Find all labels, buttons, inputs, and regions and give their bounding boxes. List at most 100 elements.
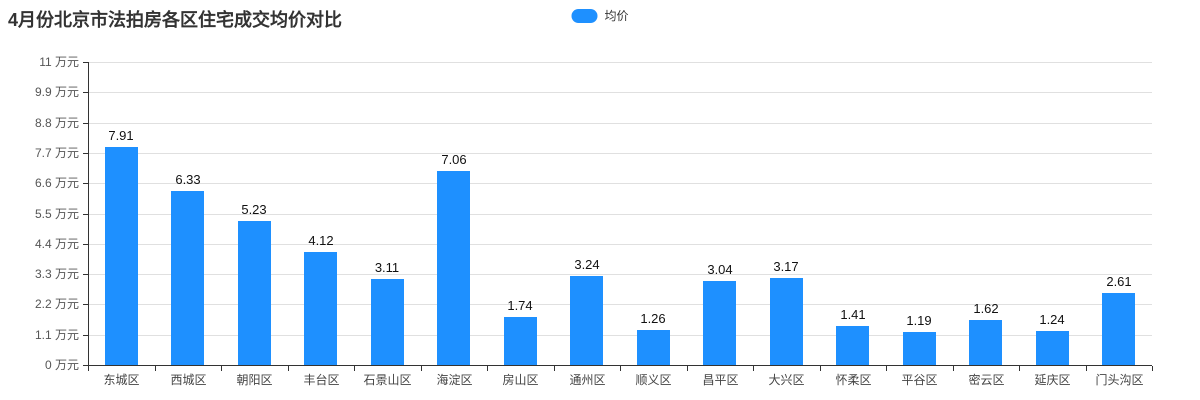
y-axis-tick <box>83 244 88 245</box>
bar[interactable] <box>637 330 670 365</box>
gridline <box>88 335 1152 336</box>
legend-item[interactable]: 均价 <box>571 7 629 24</box>
x-axis-tick <box>554 366 555 371</box>
gridline <box>88 274 1152 275</box>
y-axis-label: 2.2 万元 <box>34 297 79 311</box>
x-axis-tick <box>487 366 488 371</box>
bar[interactable] <box>304 252 337 365</box>
x-axis-label: 海淀区 <box>436 373 473 387</box>
y-axis-label: 11 万元 <box>39 55 79 69</box>
x-axis-line <box>88 365 1152 366</box>
x-axis-tick <box>886 366 887 371</box>
y-axis-tick <box>83 92 88 93</box>
gridline <box>88 214 1152 215</box>
bar[interactable] <box>836 326 869 365</box>
gridline <box>88 304 1152 305</box>
x-axis-tick <box>753 366 754 371</box>
bar-value-label: 3.17 <box>773 259 799 274</box>
bar-value-label: 4.12 <box>308 233 334 248</box>
x-axis-label: 朝阳区 <box>236 373 273 387</box>
y-axis-line <box>88 62 89 366</box>
y-axis-label: 7.7 万元 <box>34 146 79 160</box>
legend-label: 均价 <box>604 9 629 23</box>
x-axis-label: 顺义区 <box>635 373 672 387</box>
chart-title: 4月份北京市法拍房各区住宅成交均价对比 <box>8 10 343 30</box>
bar[interactable] <box>1036 331 1069 365</box>
gridline <box>88 244 1152 245</box>
gridline <box>88 92 1152 93</box>
gridline <box>88 62 1152 63</box>
gridline <box>88 123 1152 124</box>
y-axis-label: 9.9 万元 <box>34 85 79 99</box>
bar[interactable] <box>770 278 803 365</box>
bar[interactable] <box>703 281 736 365</box>
x-axis-tick <box>820 366 821 371</box>
x-axis-tick <box>421 366 422 371</box>
bar[interactable] <box>570 276 603 365</box>
x-axis-label: 石景山区 <box>363 373 412 387</box>
bar-value-label: 3.24 <box>574 257 600 272</box>
x-axis-tick <box>620 366 621 371</box>
x-axis-label: 丰台区 <box>303 373 340 387</box>
x-axis-tick <box>88 366 89 371</box>
x-axis-label: 通州区 <box>569 373 606 387</box>
bar-value-label: 1.74 <box>507 298 533 313</box>
bar[interactable] <box>437 171 470 365</box>
bar-value-label: 3.11 <box>374 260 400 275</box>
y-axis-tick <box>83 123 88 124</box>
bar-value-label: 1.41 <box>840 307 866 322</box>
bar[interactable] <box>105 147 138 365</box>
x-axis-label: 平谷区 <box>901 373 938 387</box>
bar[interactable] <box>171 191 204 365</box>
bar-value-label: 2.61 <box>1106 274 1132 289</box>
y-axis-label: 8.8 万元 <box>34 116 79 130</box>
x-axis-label: 东城区 <box>103 373 140 387</box>
bar-value-label: 7.06 <box>441 152 467 167</box>
bar-value-label: 1.19 <box>906 313 932 328</box>
x-axis-tick <box>288 366 289 371</box>
y-axis-label: 5.5 万元 <box>34 207 79 221</box>
x-axis-tick <box>155 366 156 371</box>
y-axis-label: 1.1 万元 <box>34 328 79 342</box>
bar[interactable] <box>371 279 404 365</box>
x-axis-tick <box>1019 366 1020 371</box>
x-axis-label: 延庆区 <box>1034 373 1071 387</box>
x-axis-tick <box>953 366 954 371</box>
y-axis-tick <box>83 304 88 305</box>
x-axis-label: 昌平区 <box>702 373 739 387</box>
bar-value-label: 3.04 <box>707 262 733 277</box>
gridline <box>88 153 1152 154</box>
bar-value-label: 1.62 <box>973 301 999 316</box>
gridline <box>88 183 1152 184</box>
y-axis-tick <box>83 335 88 336</box>
bar[interactable] <box>504 317 537 365</box>
x-axis-label: 大兴区 <box>768 373 805 387</box>
y-axis-label: 4.4 万元 <box>34 237 79 251</box>
bar-value-label: 5.23 <box>241 202 267 217</box>
y-axis-tick <box>83 183 88 184</box>
bar[interactable] <box>903 332 936 365</box>
bar[interactable] <box>1102 293 1135 365</box>
x-axis-label: 门头沟区 <box>1095 373 1144 387</box>
bar-value-label: 1.26 <box>640 311 666 326</box>
x-axis-label: 西城区 <box>170 373 207 387</box>
y-axis-tick <box>83 365 88 366</box>
x-axis-tick <box>1086 366 1087 371</box>
bar-value-label: 7.91 <box>108 128 134 143</box>
bar[interactable] <box>969 320 1002 365</box>
legend-swatch-icon <box>571 8 598 23</box>
x-axis-label: 房山区 <box>502 373 539 387</box>
y-axis-label: 6.6 万元 <box>34 176 79 190</box>
x-axis-tick <box>221 366 222 371</box>
bar-value-label: 6.33 <box>175 172 201 187</box>
x-axis-tick <box>354 366 355 371</box>
y-axis-tick <box>83 214 88 215</box>
y-axis-label: 3.3 万元 <box>34 267 79 281</box>
bar[interactable] <box>238 221 271 365</box>
y-axis-tick <box>83 153 88 154</box>
x-axis-label: 怀柔区 <box>835 373 872 387</box>
y-axis-tick <box>83 62 88 63</box>
x-axis-tick <box>1152 366 1153 371</box>
x-axis-tick <box>687 366 688 371</box>
